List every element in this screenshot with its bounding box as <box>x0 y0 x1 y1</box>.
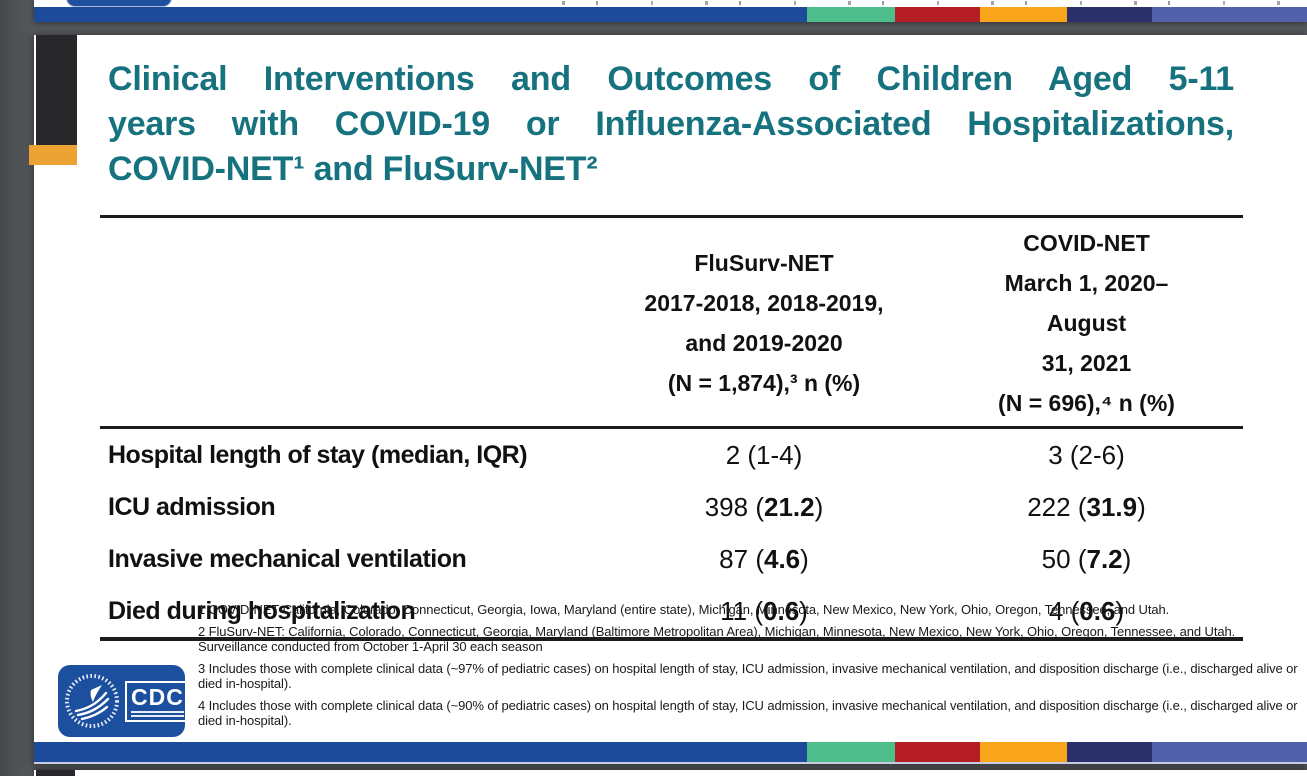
flusurv-value: 87 (4.6) <box>719 543 809 574</box>
footnote-1: 1 COVID-NET-California, Colorado, Connec… <box>198 602 1170 617</box>
previous-slide-logo-bottom <box>66 0 172 7</box>
flusurv-value: 2 (1-4) <box>725 439 803 470</box>
slide-page: Clinical Interventions and Outcomes of C… <box>29 35 1307 764</box>
column-header-covid: COVID-NET March 1, 2020–August 31, 2021 … <box>998 230 1175 416</box>
flusurv-value: 11 (0.6) <box>720 595 808 626</box>
slide-footer-bar <box>34 742 1307 762</box>
cdc-logo-text: CDC <box>131 683 184 710</box>
bar-segment-periwinkle <box>1152 742 1307 762</box>
table-row-length-of-stay: Hospital length of stay (median, IQR) 2 … <box>100 429 1243 481</box>
table-header-row: FluSurv-NET 2017-2018, 2018-2019, and 20… <box>100 218 1243 426</box>
bar-segment-periwinkle <box>1152 7 1307 22</box>
slide-accent-black-bar <box>36 35 77 145</box>
cdc-logo-box: CDC <box>125 680 190 722</box>
slide-title-line-1: Clinical Interventions and Outcomes of C… <box>108 60 1234 98</box>
next-slide-accent-black-bar <box>36 770 75 776</box>
bar-segment-navy <box>1067 7 1152 22</box>
row-label: ICU admission <box>108 492 276 521</box>
table-rule-bottom <box>100 637 1243 641</box>
slide-accent-gold-bar <box>29 145 77 165</box>
slide-bottom-edge <box>34 762 1307 764</box>
bar-segment-red <box>895 742 980 762</box>
flusurv-value: 398 (21.2) <box>704 491 824 522</box>
footnote-3: 3 Includes those with complete clinical … <box>198 660 1298 692</box>
covid-value: 3 (2-6) <box>1048 439 1125 470</box>
slide-title: Clinical Interventions and Outcomes of C… <box>108 57 1234 192</box>
table-rule-top <box>100 215 1243 218</box>
table-row-died: Died during hospitalization 11 (0.6) 4 (… <box>100 585 1243 637</box>
next-slide-edge <box>34 770 1307 776</box>
footnotes: 1 COVID-NET-California, Colorado, Connec… <box>198 602 1300 735</box>
clipped-text-fragments <box>562 1 1289 5</box>
row-label: Died during hospitalization <box>108 596 416 625</box>
covid-value: 222 (31.9) <box>1027 491 1146 522</box>
bar-segment-blue <box>34 7 807 22</box>
bar-segment-green <box>807 742 895 762</box>
table-rule-middle <box>100 426 1243 429</box>
table-row-icu-admission: ICU admission 398 (21.2) 222 (31.9) <box>100 481 1243 533</box>
bar-segment-green <box>807 7 895 22</box>
slide-footer-bar <box>34 7 1307 22</box>
outcomes-table: FluSurv-NET 2017-2018, 2018-2019, and 20… <box>100 215 1243 641</box>
bar-segment-orange <box>980 7 1067 22</box>
bar-segment-orange <box>980 742 1067 762</box>
table-body: Hospital length of stay (median, IQR) 2 … <box>100 429 1243 637</box>
slide-title-line-2: years with COVID-19 or Influenza-Associa… <box>108 105 1234 143</box>
hhs-eagle-icon <box>65 674 119 728</box>
bar-segment-navy <box>1067 742 1152 762</box>
footnote-4: 4 Includes those with complete clinical … <box>198 697 1298 729</box>
cdc-hhs-logo: CDC <box>58 665 190 737</box>
previous-slide-edge <box>34 0 1307 22</box>
column-header-flusurv: FluSurv-NET 2017-2018, 2018-2019, and 20… <box>644 250 884 396</box>
cdc-logo-subline <box>131 714 184 717</box>
covid-value: 4 (0.6) <box>1048 595 1125 626</box>
row-label: Invasive mechanical ventilation <box>108 544 467 573</box>
column-header-empty <box>100 318 548 326</box>
covid-value: 50 (7.2) <box>1041 543 1132 574</box>
row-label: Hospital length of stay (median, IQR) <box>108 440 528 469</box>
table-row-mechanical-ventilation: Invasive mechanical ventilation 87 (4.6)… <box>100 533 1243 585</box>
cdc-logo-subline <box>131 710 184 713</box>
bar-segment-red <box>895 7 980 22</box>
slide-title-line-3: COVID-NET¹ and FluSurv-NET² <box>108 150 598 188</box>
footnote-2: 2 FluSurv-NET: California, Colorado, Con… <box>198 623 1236 655</box>
bar-segment-blue <box>34 742 807 762</box>
